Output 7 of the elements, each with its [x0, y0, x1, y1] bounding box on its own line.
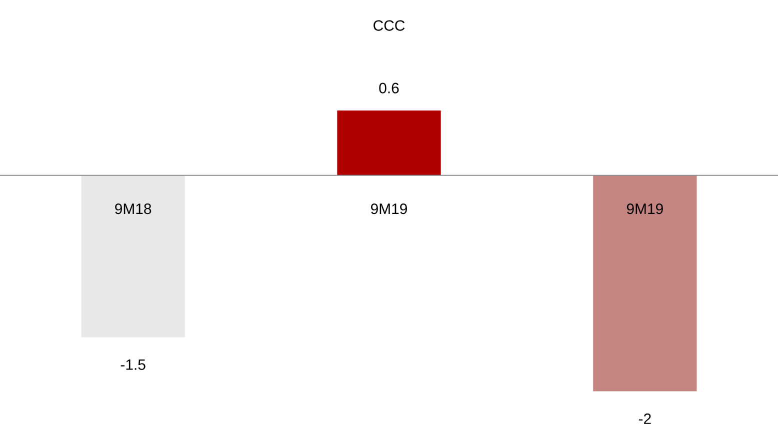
x-tick-label: 9M19	[626, 204, 663, 214]
chart-title: CCC	[374, 20, 405, 31]
x-tick-label: 9M18	[115, 204, 152, 214]
data-label: -1.5	[120, 359, 146, 370]
data-label: -2	[638, 413, 651, 424]
x-tick-label: 9M19	[371, 204, 407, 214]
data-label: 0.6	[379, 82, 399, 94]
